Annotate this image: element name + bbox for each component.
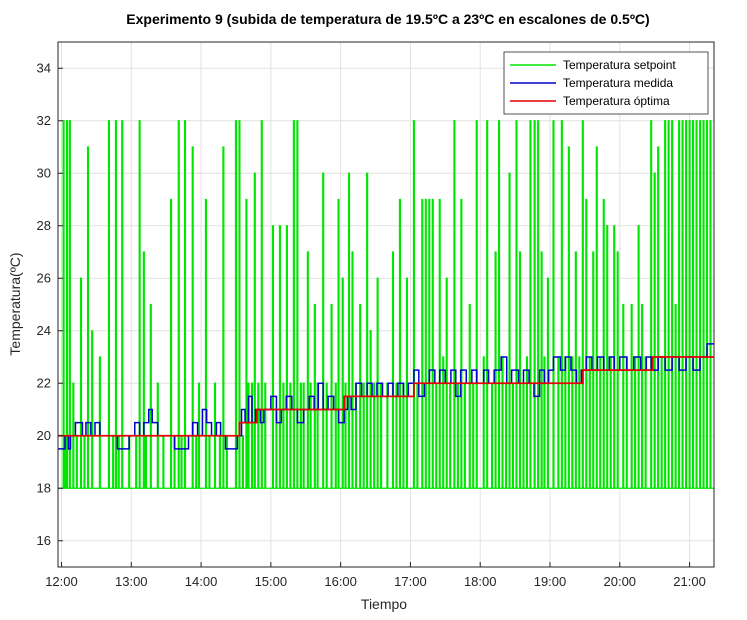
y-tick-label: 26 [37, 270, 51, 285]
y-axis-ticks: 16 18 20 22 24 26 28 30 32 34 [37, 60, 63, 548]
x-tick-label: 21:00 [673, 574, 706, 589]
legend: Temperatura setpoint Temperatura medida … [503, 51, 709, 115]
x-tick-label: 14:00 [185, 574, 218, 589]
series-temperatura-medida [58, 343, 714, 450]
y-tick-label: 34 [37, 60, 51, 75]
line-temperatura-medida [58, 343, 714, 450]
y-tick-label: 30 [37, 165, 51, 180]
x-tick-label: 16:00 [324, 574, 357, 589]
chart-title: Experimento 9 (subida de temperatura de … [126, 11, 649, 27]
line-temperatura-optima [58, 356, 714, 437]
plot-frame [57, 41, 715, 568]
x-axis-ticks: 12:00 13:00 14:00 15:00 16:00 17:00 18:00 19:00… [45, 562, 706, 589]
y-tick-label: 20 [37, 428, 51, 443]
y-tick-label: 18 [37, 480, 51, 495]
x-tick-label: 19:00 [534, 574, 567, 589]
x-axis-label: Tiempo [361, 596, 407, 612]
plot-area [57, 41, 715, 568]
legend-label-medida: Temperatura medida [563, 76, 673, 90]
x-tick-label: 20:00 [604, 574, 637, 589]
y-tick-label: 28 [37, 218, 51, 233]
x-tick-label: 18:00 [464, 574, 497, 589]
y-tick-label: 16 [37, 533, 51, 548]
y-axis-label: Temperatura(ºC) [7, 252, 23, 355]
y-tick-label: 32 [37, 113, 51, 128]
x-tick-label: 15:00 [255, 574, 288, 589]
x-tick-label: 17:00 [394, 574, 427, 589]
x-tick-label: 13:00 [115, 574, 148, 589]
y-tick-label: 22 [37, 375, 51, 390]
x-tick-label: 12:00 [45, 574, 78, 589]
series-temperatura-optima [58, 356, 714, 437]
y-tick-label: 24 [37, 323, 51, 338]
legend-label-optima: Temperatura óptima [563, 94, 670, 108]
legend-label-setpoint: Temperatura setpoint [563, 58, 676, 72]
